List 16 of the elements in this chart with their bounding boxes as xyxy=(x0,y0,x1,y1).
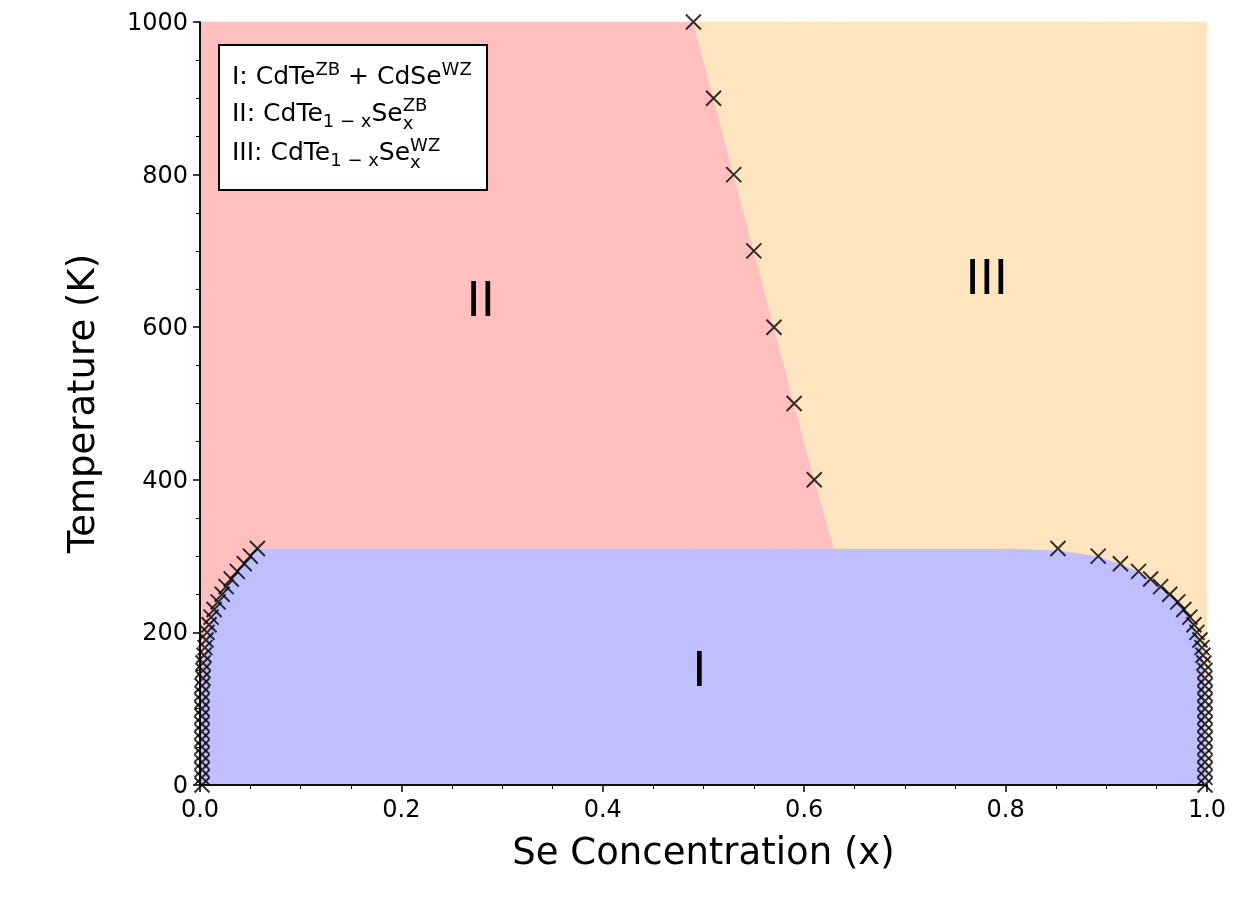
y-tick-label: 800 xyxy=(142,160,188,189)
x-tick-label: 0.8 xyxy=(986,795,1025,823)
x-tick-label: 0.4 xyxy=(583,795,622,823)
y-tick-label: 200 xyxy=(142,618,188,647)
x-axis-title: Se Concentration (x) xyxy=(512,830,895,873)
series-label: II xyxy=(466,270,495,327)
y-tick-label: 1000 xyxy=(126,8,188,36)
y-tick-label: 400 xyxy=(142,465,188,494)
y-tick-label: 600 xyxy=(142,313,188,342)
x-tick-label: 0.6 xyxy=(785,795,824,823)
series-label: III xyxy=(965,249,1009,306)
series-label: I xyxy=(692,641,707,698)
annotation: I: CdTe$^{ZB}$ + CdSe$^{WZ}$ xyxy=(232,57,472,93)
x-tick-label: 1.0 xyxy=(1187,795,1227,823)
x-tick-label: 0.2 xyxy=(382,795,421,823)
y-axis-title: Temperature (K) xyxy=(60,253,103,555)
